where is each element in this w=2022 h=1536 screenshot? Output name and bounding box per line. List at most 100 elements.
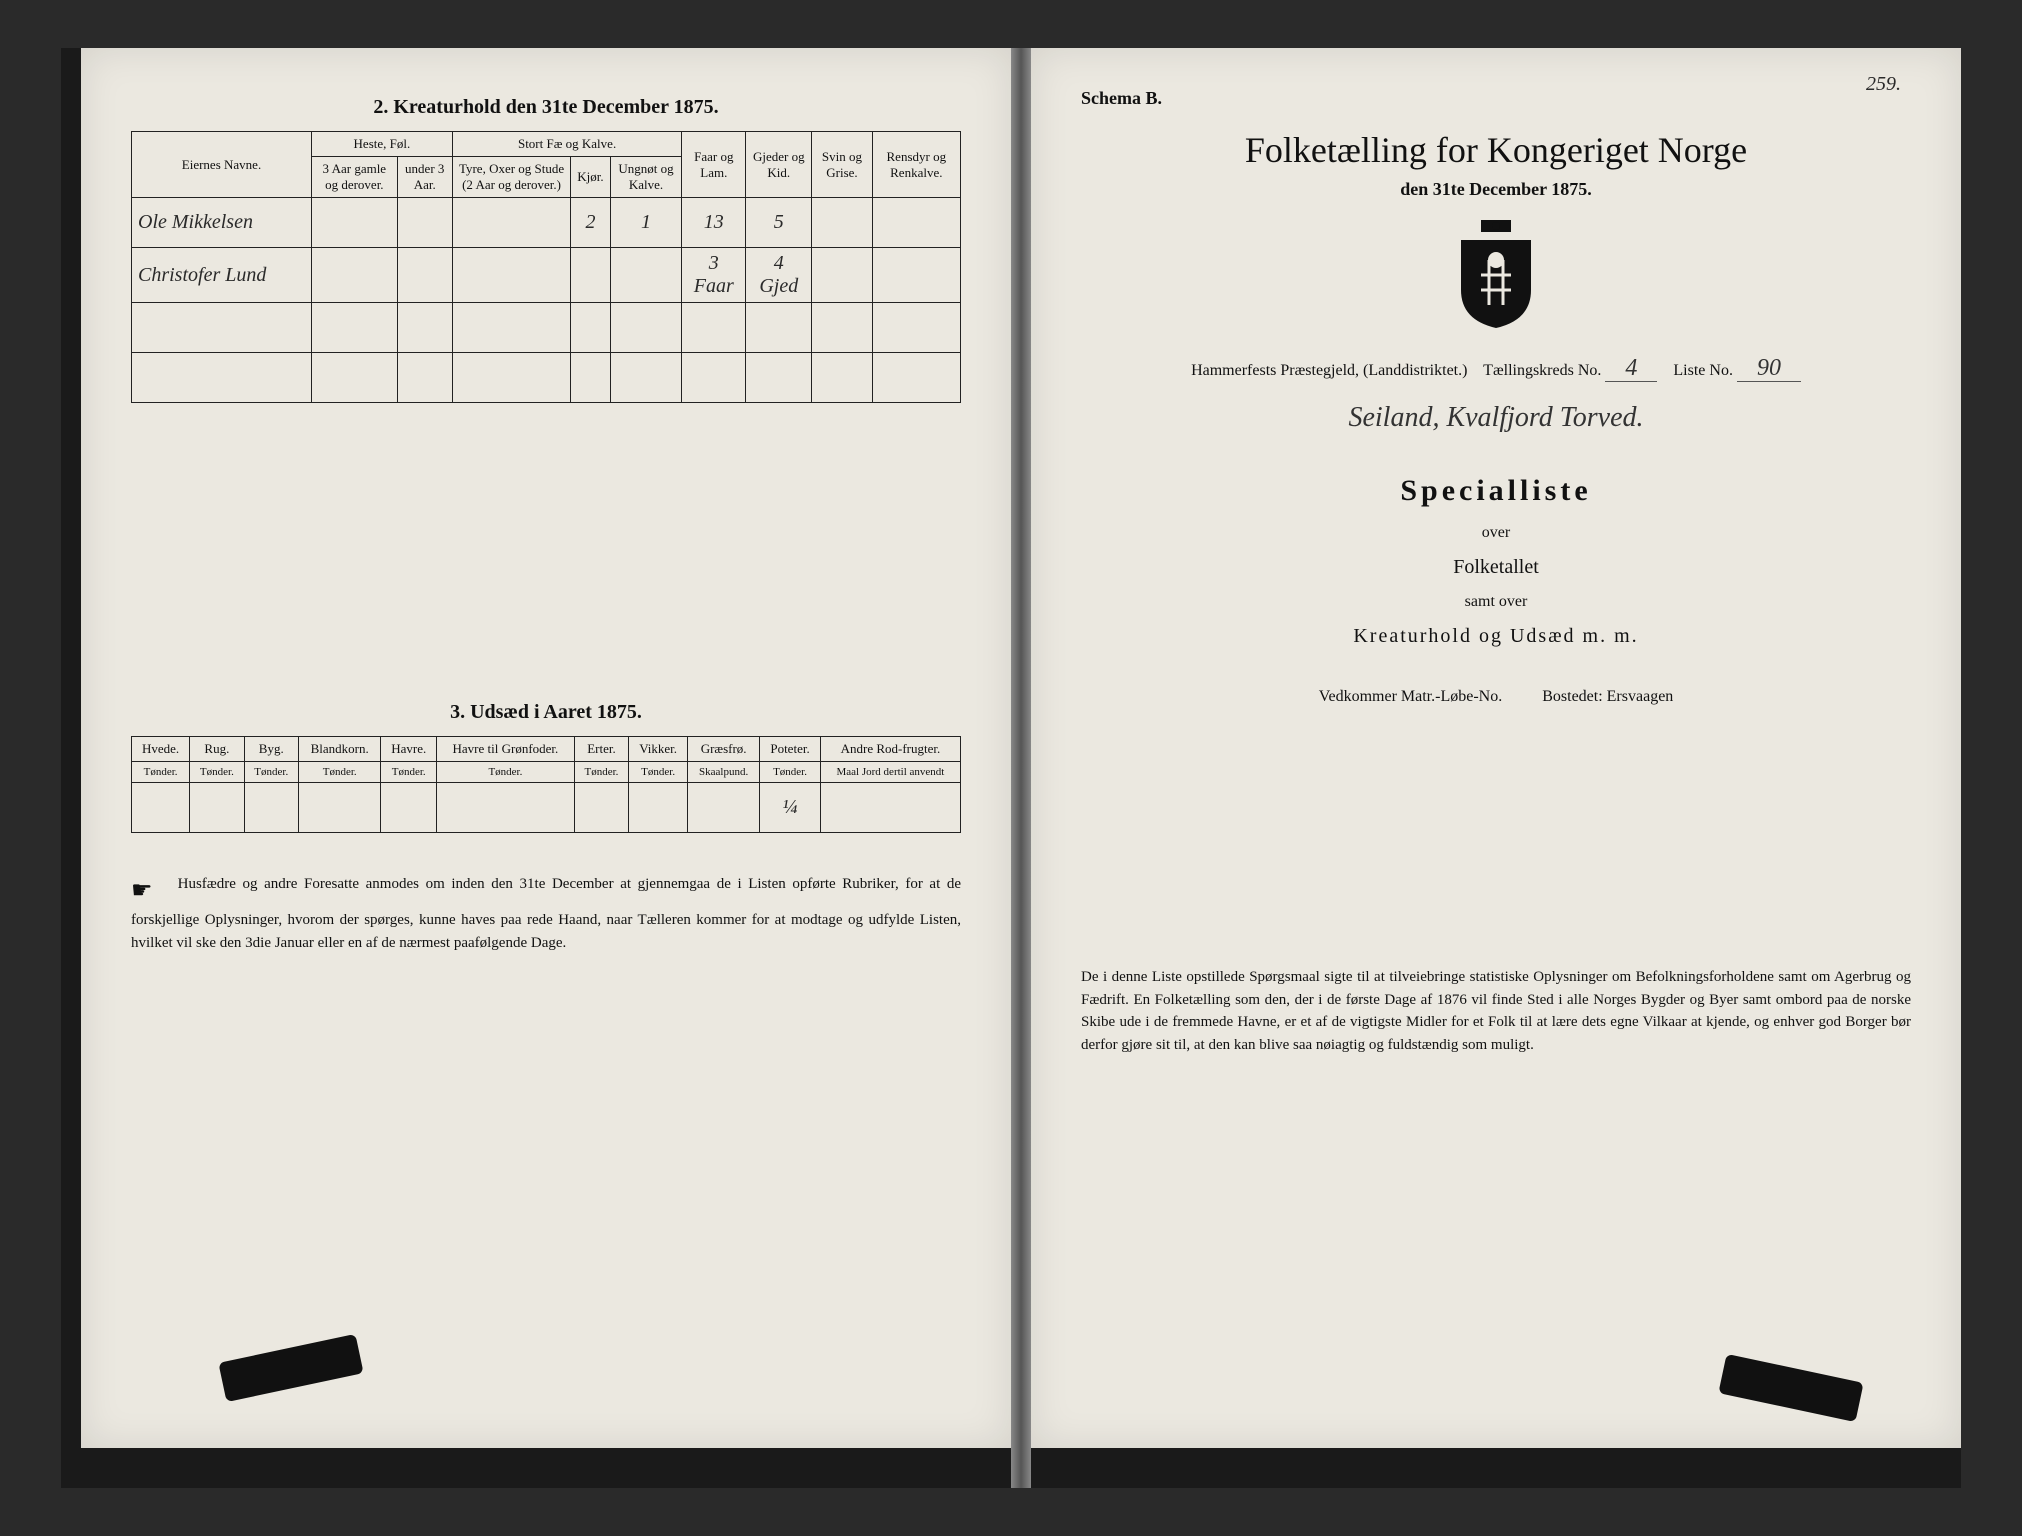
value-cell [610,353,682,403]
th-reindeer: Rensdyr og Renkalve. [872,132,960,198]
th-unit: Tønder. [244,762,298,783]
district-line: Hammerfests Præstegjeld, (Landdistriktet… [1081,355,1911,382]
value-cell [872,303,960,353]
value-cell [452,248,570,303]
table-row [132,353,961,403]
th-crop: Vikker. [629,737,688,762]
value-cell [452,303,570,353]
census-date: den 31te December 1875. [1081,179,1911,200]
binder-clip [1718,1354,1863,1422]
page-number: 259. [1866,73,1901,96]
th-h1: 3 Aar gamle og derover. [312,157,398,198]
value-cell [629,783,688,833]
value-cell [872,353,960,403]
table-row: Christofer Lund3 Faar4 Gjed [132,248,961,303]
bosted-label: Bostedet: [1542,688,1602,705]
kreatur-label: Kreaturhold og Udsæd m. m. [1081,625,1911,648]
value-cell [381,783,437,833]
value-cell [812,198,872,248]
table-row: Ole Mikkelsen21135 [132,198,961,248]
value-cell [437,783,575,833]
th-c2: Kjør. [571,157,610,198]
th-h2: under 3 Aar. [397,157,452,198]
liste-value: 90 [1737,355,1801,382]
value-cell [312,198,398,248]
th-crop: Andre Rod-frugter. [820,737,960,762]
th-unit: Tønder. [132,762,190,783]
value-cell [397,303,452,353]
th-owner: Eiernes Navne. [132,132,312,198]
schema-label: Schema B. [1081,88,1911,109]
matr-label: Vedkommer Matr.-Løbe-No. [1319,688,1503,705]
place-handwritten: Seiland, Kvalfjord Torved. [1328,402,1663,433]
left-page: 2. Kreaturhold den 31te December 1875. E… [81,48,1011,1448]
owner-cell [132,353,312,403]
th-sheep: Faar og Lam. [682,132,746,198]
th-crop: Byg. [244,737,298,762]
kreds-value: 4 [1605,355,1657,382]
th-unit: Tønder. [381,762,437,783]
spacer [1081,746,1911,926]
value-cell: 5 [746,198,812,248]
census-title: Folketælling for Kongeriget Norge [1081,129,1911,171]
value-cell [682,303,746,353]
th-unit: Tønder. [437,762,575,783]
th-goats: Gjeder og Kid. [746,132,812,198]
district-label: Hammerfests Præstegjeld, (Landdistriktet… [1191,362,1467,379]
value-cell [132,783,190,833]
value-cell [820,783,960,833]
th-unit: Tønder. [574,762,628,783]
th-horses: Heste, Føl. [312,132,453,157]
value-cell [571,303,610,353]
th-unit: Maal Jord dertil anvendt [820,762,960,783]
value-cell [688,783,760,833]
th-pigs: Svin og Grise. [812,132,872,198]
value-cell [312,353,398,403]
th-unit: Tønder. [298,762,380,783]
owner-cell: Ole Mikkelsen [132,198,312,248]
spacer [131,433,961,693]
th-c3: Ungnøt og Kalve. [610,157,682,198]
royal-crest-icon [1081,220,1911,335]
value-cell [574,783,628,833]
value-cell: 4 Gjed [746,248,812,303]
value-cell [610,248,682,303]
th-c1: Tyre, Oxer og Stude (2 Aar og derover.) [452,157,570,198]
value-cell [397,353,452,403]
value-cell [812,303,872,353]
samt-label: samt over [1081,593,1911,611]
th-crop: Græsfrø. [688,737,760,762]
owner-cell [132,303,312,353]
th-crop: Rug. [190,737,244,762]
book-spine [1011,48,1031,1488]
value-cell [812,248,872,303]
th-crop: Poteter. [760,737,821,762]
value-cell [312,248,398,303]
right-paragraph: De i denne Liste opstillede Spørgsmaal s… [1081,966,1911,1056]
value-cell [244,783,298,833]
value-cell: 1 [610,198,682,248]
binder-clip [218,1334,363,1402]
left-footnote: ☛ Husfædre og andre Foresatte anmodes om… [131,873,961,954]
th-cattle: Stort Fæ og Kalve. [452,132,682,157]
value-cell [298,783,380,833]
th-crop: Erter. [574,737,628,762]
value-cell [872,248,960,303]
value-cell: ¼ [760,783,821,833]
owner-cell: Christofer Lund [132,248,312,303]
sowing-table: Hvede.Rug.Byg.Blandkorn.Havre.Havre til … [131,736,961,833]
value-cell [746,303,812,353]
value-cell [812,353,872,403]
value-cell [452,198,570,248]
value-cell [452,353,570,403]
footnote-text: Husfædre og andre Foresatte anmodes om i… [131,876,961,951]
table-row [132,303,961,353]
value-cell [682,353,746,403]
th-crop: Havre til Grønfoder. [437,737,575,762]
livestock-table: Eiernes Navne. Heste, Føl. Stort Fæ og K… [131,131,961,403]
bostedet-line: Vedkommer Matr.-Løbe-No. Bostedet: Ersva… [1081,688,1911,706]
place-line: Seiland, Kvalfjord Torved. [1081,402,1911,434]
th-crop: Blandkorn. [298,737,380,762]
th-unit: Tønder. [629,762,688,783]
value-cell: 13 [682,198,746,248]
